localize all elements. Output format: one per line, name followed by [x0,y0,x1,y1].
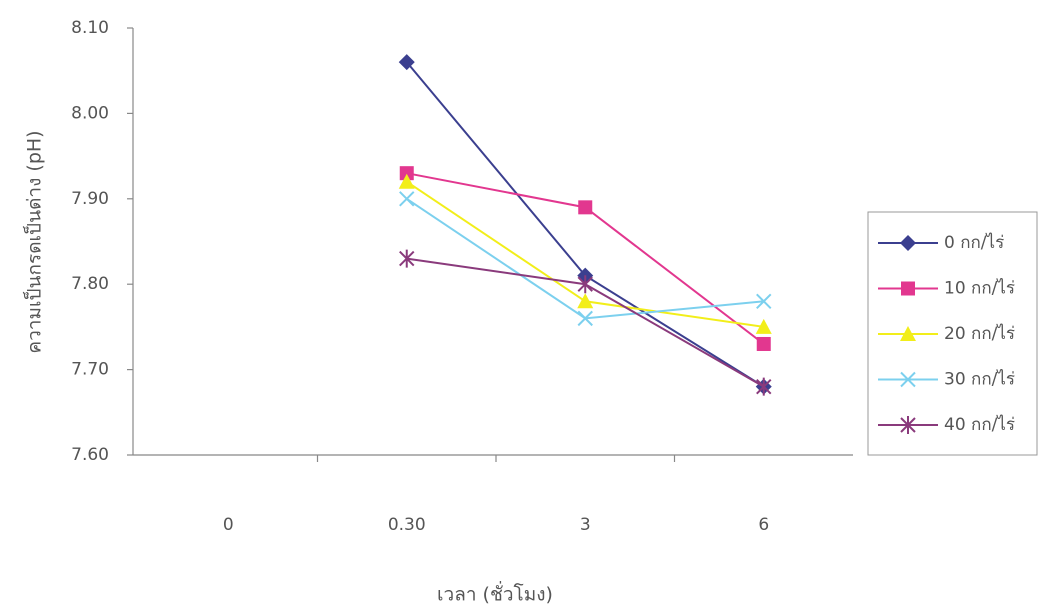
legend-marker [901,281,915,296]
legend-marker [900,235,916,251]
data-point [577,293,594,309]
data-point [577,275,593,294]
data-point [398,54,415,71]
legend-label: 30 กก/ไร่ [944,369,1015,390]
x-tick-label: 6 [758,515,769,535]
x-tick-label: 0 [223,515,234,535]
data-point [399,249,415,268]
data-point [399,166,414,181]
data-point [578,200,593,215]
legend-label: 20 กก/ไร่ [944,323,1015,344]
series-line [405,61,765,388]
y-tick-label: 8.10 [71,18,109,38]
data-point [756,336,771,351]
x-tick-label: 3 [580,515,591,535]
data-point [399,191,415,207]
y-tick-label: 8.00 [71,103,109,123]
legend-label: 40 กก/ไร่ [944,414,1015,435]
y-tick-label: 7.70 [71,360,109,380]
x-tick-label: 0.30 [388,515,426,535]
y-axis-title: ความเป็นกรดเป็นด่าง (pH) [22,130,46,353]
data-point [398,173,415,189]
x-axis-title: เวลา (ชั่วโมง) [437,581,553,606]
y-tick-label: 7.80 [71,274,109,294]
legend-marker [900,371,916,388]
y-tick-label: 7.60 [71,445,109,465]
data-point [756,293,772,309]
data-point [755,318,772,334]
data-point [756,377,772,396]
y-tick-label: 7.90 [71,189,109,209]
data-point [577,310,593,327]
legend-marker [900,326,916,341]
legend-label: 0 กก/ไร่ [944,232,1004,253]
legend-marker [900,416,916,434]
legend-label: 10 กก/ไร่ [944,278,1015,299]
